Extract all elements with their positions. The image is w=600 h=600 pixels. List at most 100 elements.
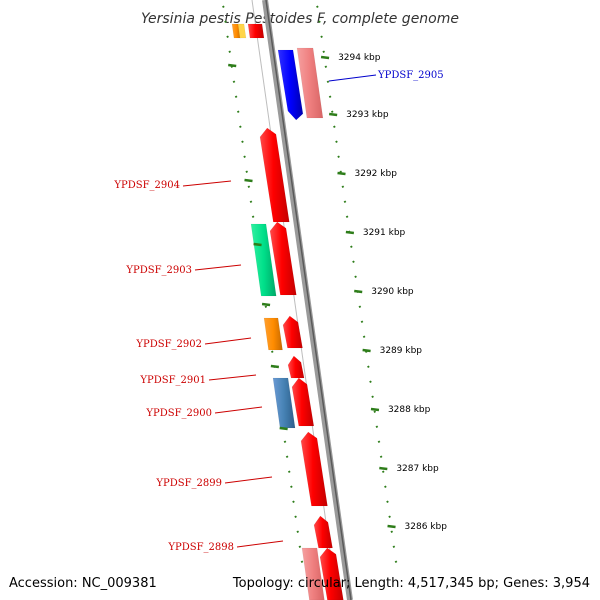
gene-feature [247,23,265,39]
gene-labels: YPDSF_2905 YPDSF_2904 YPDSF_2903 YPDSF_2902… [113,70,443,553]
gene-label: YPDSF_2902 [135,339,202,350]
topology-text: Topology: circular; Length: 4,517,345 bp… [232,576,590,591]
label-leader-line [182,180,232,187]
minor-tick [270,364,280,369]
guide-dot [249,200,253,204]
kbp-tick [345,230,355,235]
gene-feature [313,515,333,549]
label-leader-line [328,74,377,82]
gene-label: YPDSF_2904 [113,180,180,191]
gene-label: YPDSF_2905 [377,70,444,81]
guide-dot [384,485,387,489]
label-leader-line [204,337,252,345]
guide-dot [251,215,255,219]
guide-dot [245,170,249,174]
label-leader-line [224,476,273,484]
backbone-line [262,0,353,600]
map-title: Yersinia pestis Pestoides F, complete ge… [141,11,459,27]
guide-dot [335,140,338,144]
label-leader-line [208,374,257,381]
label-leader-line [236,540,284,548]
guide-dot [228,50,232,54]
guide-dot [239,125,242,129]
guide-dot [371,395,374,399]
kbp-tick [337,171,346,176]
gene-feature [296,47,324,119]
kbp-tick [362,348,371,353]
guide-dot [337,155,340,159]
gene-feature [282,315,303,349]
guide-dot [232,80,236,84]
gene-feature [277,49,304,121]
guide-dot [350,245,353,249]
guide-dot [367,365,370,369]
guide-dot [373,410,377,414]
guide-dot [392,545,396,549]
guide-dot [343,200,347,204]
kbp-tick [379,466,388,471]
guide-dot [394,560,398,564]
guide-dot [285,455,289,459]
guide-dot [292,500,295,504]
guide-dot [270,350,274,354]
gene-feature [301,547,325,600]
kbp-tick [320,55,330,60]
kbp-tick-label: 3290 kbp [371,287,414,297]
guide-dot [318,20,321,24]
gene-label: YPDSF_2898 [167,542,234,553]
gene-label: YPDSF_2901 [139,375,206,386]
gene-features [231,23,344,600]
guide-dot [222,5,225,9]
guide-dot [388,515,391,519]
kbp-tick-label: 3292 kbp [355,169,398,179]
guide-dot [375,425,379,429]
kbp-tick [354,289,363,294]
guide-dot [264,305,268,309]
guide-dot [241,140,244,144]
gene-label: YPDSF_2903 [125,265,192,276]
accession-text: Accession: NC_009381 [9,576,157,591]
guide-dot [294,515,297,519]
guide-dot [362,335,366,339]
kbp-tick [370,407,380,412]
guide-dot [234,95,238,99]
guide-dot [354,275,357,279]
guide-dot [224,20,227,24]
guide-dot [300,560,304,564]
guide-dot [320,35,323,39]
guide-dot [390,530,394,534]
guide-dot [247,185,251,189]
minor-tick [228,63,237,68]
gene-feature [287,355,305,379]
guide-dot [236,110,240,114]
guide-dot [333,125,336,129]
guide-dot [316,5,319,9]
kbp-tick-label: 3287 kbp [396,464,439,474]
minor-tick [253,242,262,247]
backbone-edge [265,0,352,600]
kbp-tick-label: 3288 kbp [388,405,431,415]
guide-dot [381,470,385,474]
guide-dot [328,95,332,99]
gene-feature [300,431,328,507]
kbp-scale: 3294 kbp 3293 kbp 3292 kbp 3291 kbp 3290 kbp… [228,53,447,532]
kbp-tick [328,112,338,117]
gene-label: YPDSF_2900 [145,408,212,419]
guide-dot [287,470,291,474]
kbp-tick-label: 3291 kbp [363,228,406,238]
guide-dot [377,440,381,444]
guide-dot [345,215,349,219]
minor-tick [244,178,253,183]
kbp-tick-label: 3293 kbp [346,110,389,120]
gene-feature [237,23,247,39]
guide-dot [360,320,364,324]
gene-feature [263,317,283,351]
genome-backbone [251,0,353,600]
label-leader-line [194,264,242,271]
guide-dot [358,305,362,309]
kbp-tick-label: 3286 kbp [405,522,448,532]
guide-dot [296,530,300,534]
gene-feature [250,223,277,297]
guide-dot [326,80,330,84]
